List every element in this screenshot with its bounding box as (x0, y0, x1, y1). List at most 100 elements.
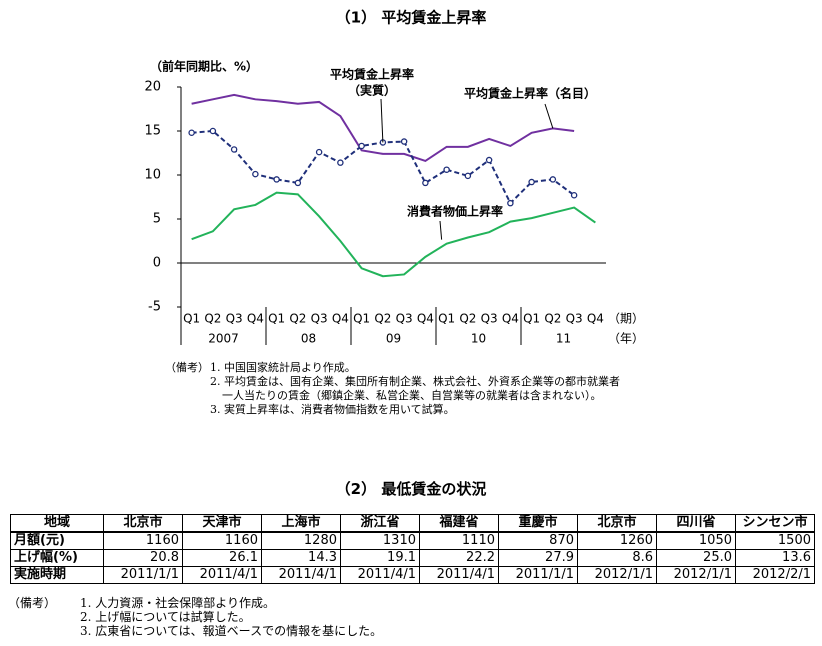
point (443, 166, 450, 173)
cell: 2011/1/1 (103, 566, 183, 584)
note: 1. 人力資源・社会保障部より作成。 (80, 596, 276, 610)
cell: 1280 (261, 531, 341, 550)
x-tick-label: Q3 (396, 312, 413, 326)
cell: 2012/1/1 (656, 566, 736, 584)
header-cell: 四川省 (656, 514, 736, 533)
x-tick-label: Q1 (268, 312, 285, 326)
point (252, 170, 259, 178)
year-label: 2007 (208, 332, 239, 346)
header-cell: 上海市 (261, 514, 341, 533)
year-label: 08 (301, 332, 316, 346)
header-cell: 地域 (10, 514, 104, 533)
leader (380, 98, 384, 143)
note: 3. 広東省については、報道ベースでの情報を基にした。 (80, 624, 383, 638)
leader (544, 103, 554, 129)
cell: 22.2 (419, 549, 499, 567)
y-tick-label: 15 (144, 124, 161, 139)
header-cell: 重慶市 (498, 514, 578, 533)
header-cell: シンセン市 (735, 514, 815, 533)
chart-title: （1） 平均賃金上昇率 (336, 9, 487, 27)
point (464, 172, 472, 180)
cell: 2011/4/1 (419, 566, 499, 584)
period-label: （期） (608, 312, 644, 326)
cell: 1500 (735, 531, 815, 550)
y-tick-label: 5 (153, 212, 161, 227)
table-title: （2） 最低賃金の状況 (335, 480, 487, 498)
note: 2. 上げ幅については試算した。 (80, 610, 251, 624)
point (315, 148, 323, 156)
year-axis-label: （年） (608, 332, 644, 346)
note: 一人当たりの賃金（郷鎮企業、私営企業、自営業等の就業者は含まれない）。 (222, 388, 602, 402)
x-tick-label: Q4 (587, 312, 604, 326)
note: 2. 平均賃金は、国有企業、集団所有制企業、株式会社、外資系企業等の都市就業者 (210, 374, 620, 388)
cell: 2012/1/1 (577, 566, 657, 584)
x-tick-label: Q1 (523, 312, 540, 326)
x-tick-label: Q2 (459, 312, 476, 326)
year-label: 11 (556, 332, 571, 346)
point (188, 129, 195, 137)
cell: 27.9 (498, 549, 578, 567)
series-label: 消費者物価上昇率 (407, 204, 503, 219)
x-tick-label: Q1 (183, 312, 200, 326)
row-label: 月額(元) (10, 531, 104, 550)
cell: 2011/4/1 (182, 566, 262, 584)
x-tick-label: Q4 (417, 312, 434, 326)
note: （備考） (165, 361, 209, 374)
annotation: （実質） (348, 83, 396, 98)
point (400, 138, 408, 145)
cell: 870 (498, 531, 578, 550)
series-line (191, 191, 596, 278)
cell: 13.6 (735, 549, 815, 567)
note: （備考） (8, 596, 57, 610)
table-notes: （備考） 1. 人力資源・社会保障部より作成。 2. 上げ幅については試算した。 3.… (8, 596, 383, 638)
y-tick-label: 0 (153, 256, 161, 271)
cell: 1110 (419, 531, 499, 550)
point (294, 179, 302, 187)
x-tick-label: Q4 (502, 312, 519, 326)
cell: 2011/4/1 (340, 566, 420, 584)
x-tick-label: Q2 (204, 312, 221, 326)
row-label: 実施時期 (10, 566, 104, 584)
x-tick-label: Q1 (438, 312, 455, 326)
header-cell: 福建省 (419, 514, 499, 533)
point (358, 142, 365, 150)
year-label: 09 (386, 332, 401, 346)
cell: 2011/1/1 (498, 566, 578, 584)
leader (439, 220, 443, 240)
point (422, 179, 429, 187)
y-tick-label: -5 (148, 300, 161, 315)
cell: 19.1 (340, 549, 420, 567)
y-tick-label: 10 (144, 168, 161, 183)
header-cell: 天津市 (182, 514, 262, 533)
row-label: 上げ幅(%) (10, 549, 104, 567)
x-tick-label: Q1 (353, 312, 370, 326)
header-row: 地域 北京市 天津市 上海市 浙江省 福建省 重慶市 北京市 四川省 シンセン市 (10, 514, 815, 533)
cell: 2012/2/1 (735, 566, 815, 584)
cell: 1260 (577, 531, 657, 550)
cell: 26.1 (182, 549, 262, 567)
x-tick-label: Q2 (544, 312, 561, 326)
year-label: 10 (471, 332, 486, 346)
point (273, 176, 280, 183)
cell: 14.3 (261, 549, 341, 567)
chart: （1） 平均賃金上昇率 （前年同期比、%） -5 0 5 10 15 20 Q1 Q2 Q3 Q4… (144, 9, 644, 417)
point (209, 127, 217, 135)
x-tick-label: Q3 (481, 312, 498, 326)
cell: 1050 (656, 531, 736, 550)
x-tick-label: Q2 (289, 312, 306, 326)
note: 3. 実質上昇率は、消費者物価指数を用いて試算。 (210, 402, 455, 416)
cell: 1160 (182, 531, 262, 550)
header-cell: 北京市 (577, 514, 657, 533)
point (528, 178, 535, 186)
x-tick-label: Q4 (332, 312, 349, 326)
table-row: 実施時期 2011/1/1 2011/4/1 2011/4/1 2011/4/1 2011… (10, 566, 815, 584)
x-tick-label: Q2 (374, 312, 391, 326)
y-tick-label: 20 (144, 80, 161, 95)
point (570, 191, 578, 199)
point (337, 159, 344, 166)
table-row: 月額(元) 1160 1160 1280 1310 1110 870 1260 1050 1500 (10, 531, 815, 550)
point (230, 146, 238, 153)
wage-table: 地域 北京市 天津市 上海市 浙江省 福建省 重慶市 北京市 四川省 シンセン市 月額(元) 1160… (10, 514, 815, 584)
cell: 8.6 (577, 549, 657, 567)
